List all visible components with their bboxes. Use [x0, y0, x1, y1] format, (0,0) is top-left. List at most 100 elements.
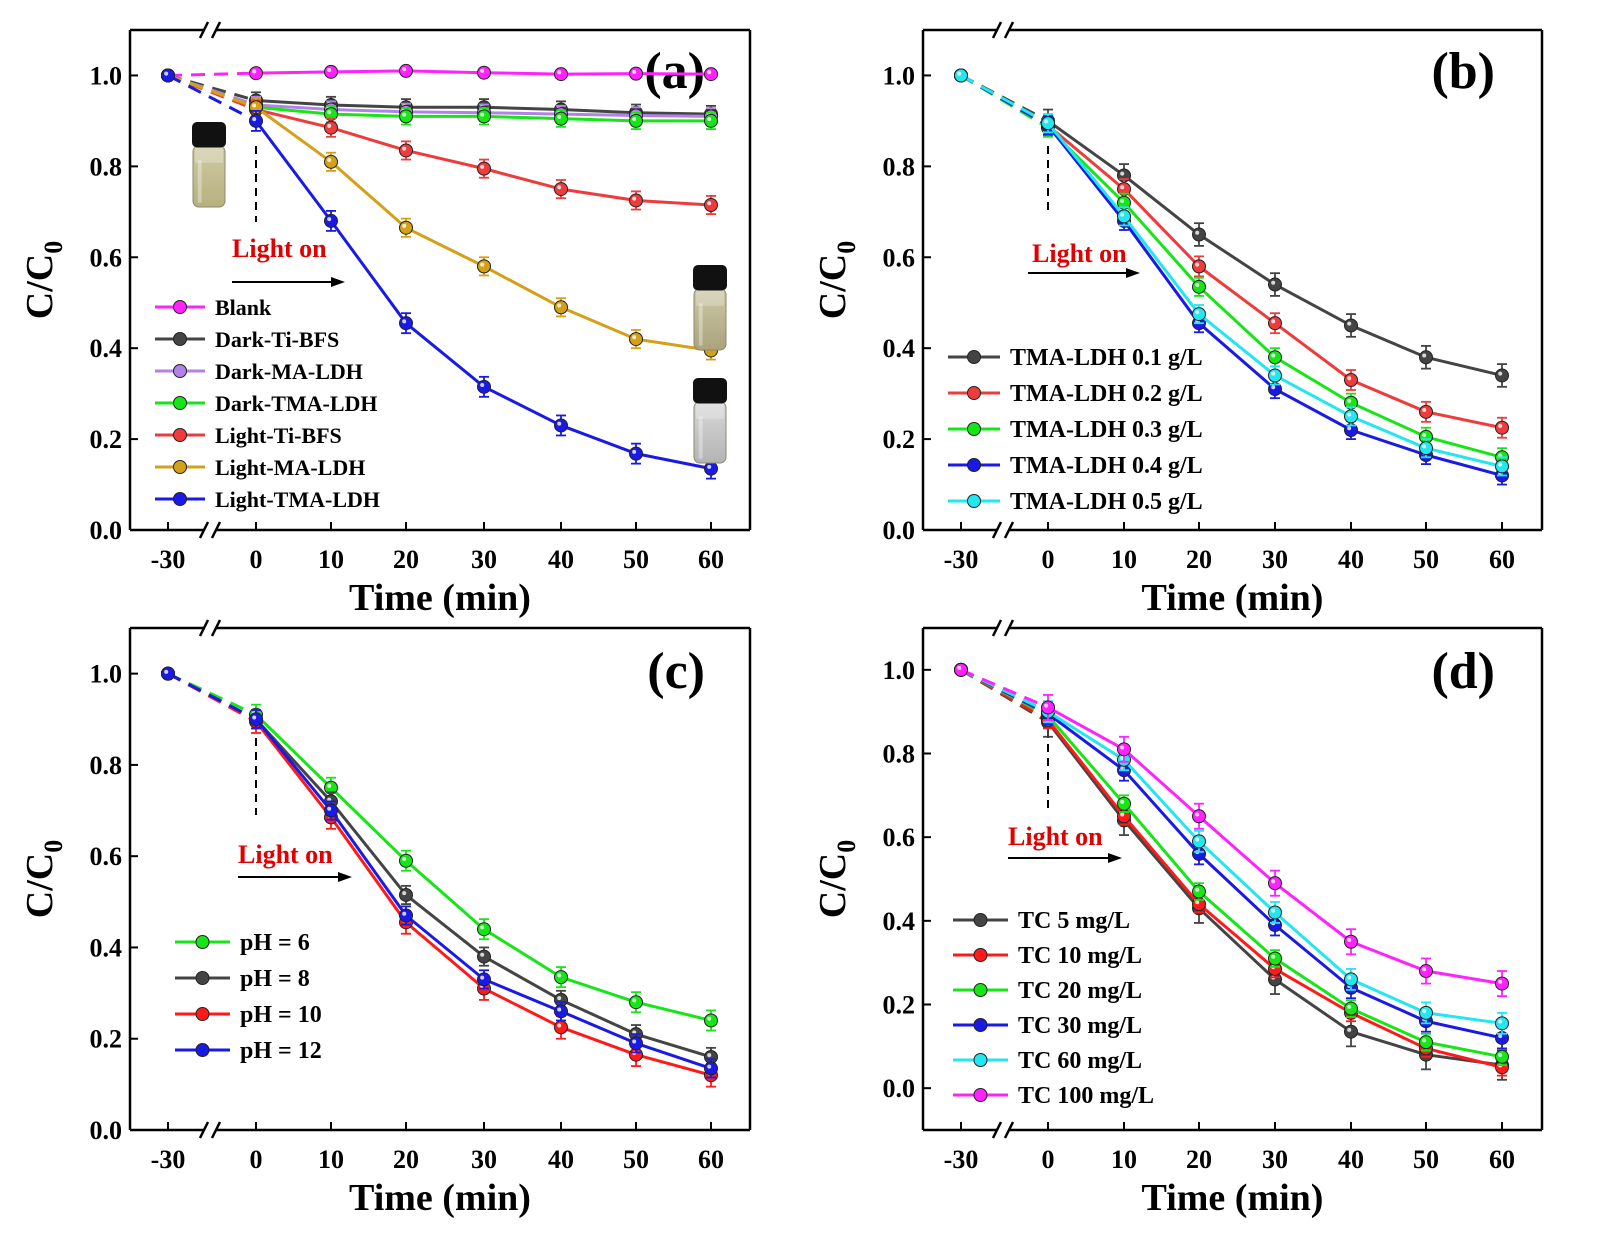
axis-break-mark — [210, 521, 222, 539]
axis-break-mark — [198, 1121, 210, 1139]
data-point-highlight — [1347, 1004, 1352, 1009]
series-line-segment — [167, 74, 257, 109]
legend-marker — [195, 1007, 210, 1021]
series-line-segment — [167, 74, 257, 123]
legend-label: TC 30 mg/L — [1018, 1013, 1142, 1039]
x-tick-label: 10 — [1111, 1145, 1137, 1174]
data-point-highlight — [1347, 376, 1352, 381]
data-point-highlight — [1498, 462, 1503, 467]
data-point-highlight — [632, 998, 637, 1003]
data-point — [704, 198, 718, 212]
legend-label: TC 60 mg/L — [1018, 1048, 1142, 1074]
axis-break-mark — [1003, 21, 1015, 39]
x-tick-label: 40 — [548, 545, 574, 574]
legend-label: Light-Ti-BFS — [215, 423, 342, 448]
legend-label: pH = 8 — [240, 966, 310, 992]
legend-label: TC 5 mg/L — [1018, 908, 1130, 934]
vial-photo-ma-ldh — [693, 265, 727, 351]
data-point-highlight — [1347, 321, 1352, 326]
data-point-highlight — [1271, 385, 1276, 390]
data-point — [1495, 459, 1509, 474]
x-tick-label: 60 — [1489, 1145, 1515, 1174]
data-point-highlight — [1271, 280, 1276, 285]
x-tick-label: 30 — [1262, 1145, 1288, 1174]
data-point-highlight — [1347, 937, 1352, 942]
axis-break-mark — [991, 1121, 1003, 1139]
series-line-segment — [960, 668, 1049, 714]
data-point — [477, 65, 491, 80]
data-point-highlight — [1498, 1052, 1503, 1057]
series-line-segment — [960, 668, 1049, 722]
data-point — [704, 113, 718, 128]
data-point — [324, 803, 338, 818]
data-point — [954, 68, 968, 83]
series-line-segment — [167, 672, 257, 717]
legend-label: Light-MA-LDH — [215, 455, 365, 480]
data-point — [477, 161, 491, 176]
y-tick-label: 0.6 — [883, 823, 916, 852]
data-point-highlight — [557, 185, 562, 190]
data-point-highlight — [1120, 799, 1125, 804]
data-point — [324, 64, 338, 79]
data-point-highlight — [1120, 745, 1125, 750]
legend-label: Light-TMA-LDH — [215, 487, 380, 512]
data-point-highlight — [1422, 408, 1427, 413]
axis-break-mark — [991, 21, 1003, 39]
data-point-highlight — [480, 952, 485, 957]
data-point — [1419, 350, 1433, 365]
legend-marker — [195, 935, 210, 949]
data-point — [399, 109, 413, 124]
data-point — [1041, 116, 1055, 131]
x-tick-label: 0 — [250, 545, 263, 574]
axis-break-mark — [198, 521, 210, 539]
x-tick-label: 30 — [1262, 545, 1288, 574]
data-point-highlight — [557, 114, 562, 119]
data-point-highlight — [1120, 171, 1125, 176]
data-point — [1419, 1035, 1433, 1050]
data-point — [249, 66, 263, 81]
light-on-label: Light on — [232, 234, 327, 263]
data-point — [1117, 742, 1131, 757]
data-point — [704, 67, 718, 82]
data-point-highlight — [707, 70, 712, 75]
y-tick-label: 1.0 — [883, 61, 916, 90]
data-point-highlight — [480, 383, 485, 388]
data-point — [1419, 441, 1433, 456]
data-point — [1495, 976, 1509, 991]
data-point-highlight — [252, 117, 257, 122]
data-point-highlight — [252, 715, 257, 720]
data-point — [1268, 316, 1282, 331]
legend-marker — [173, 396, 187, 410]
legend-marker — [173, 492, 187, 506]
data-point — [1192, 834, 1206, 849]
series-blank — [161, 63, 718, 83]
data-point-highlight — [480, 975, 485, 980]
legend-marker — [195, 1043, 210, 1057]
legend-label: TMA-LDH 0.4 g/L — [1010, 453, 1203, 479]
y-tick-label: 1.0 — [883, 656, 916, 685]
legend-marker — [973, 1053, 988, 1067]
series-tc-100-mg-l — [954, 662, 1509, 998]
panel-label: (a) — [644, 43, 705, 100]
axis-break-mark — [210, 1121, 222, 1139]
data-point — [477, 922, 491, 937]
data-point — [1041, 700, 1055, 715]
data-point-highlight — [1422, 353, 1427, 358]
data-point — [1495, 1016, 1509, 1031]
data-point-highlight — [1498, 1019, 1503, 1024]
series-line — [254, 718, 712, 1070]
axis-break-mark — [210, 21, 222, 39]
x-tick-label: 20 — [393, 1145, 419, 1174]
data-point-highlight — [632, 449, 637, 454]
data-point-highlight — [402, 891, 407, 896]
x-tick-label: 50 — [623, 1145, 649, 1174]
data-point — [399, 887, 413, 902]
data-point — [1344, 972, 1358, 987]
legend-marker — [973, 913, 988, 927]
data-point — [249, 712, 263, 727]
x-tick-label: -30 — [944, 545, 979, 574]
data-point-highlight — [480, 164, 485, 169]
data-point — [629, 1036, 643, 1051]
legend-label: Dark-TMA-LDH — [215, 391, 378, 416]
